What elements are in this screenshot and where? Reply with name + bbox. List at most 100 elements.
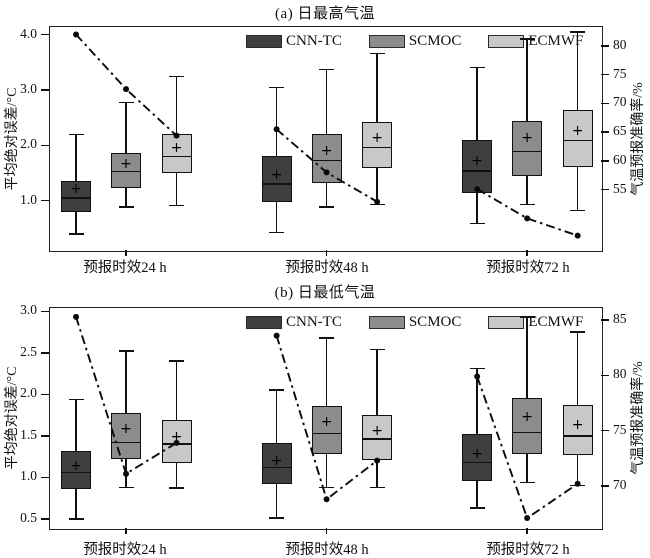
y-axis-left-tick-label: 1.5 <box>20 426 37 442</box>
mean-marker-scmoc: + <box>320 142 333 159</box>
panel-b-title: (b) 日最低气温 <box>274 285 376 301</box>
median-line-scmoc <box>111 170 142 173</box>
whisker-cap-bottom-cnn-tc <box>68 233 84 235</box>
whisker-cap-bottom-scmoc <box>519 203 535 206</box>
y-axis-left-label: 平均绝对误差/°C <box>5 366 20 470</box>
mean-marker-ecmwf: + <box>170 140 183 157</box>
y-axis-left-tick-label: 2.0 <box>20 385 37 401</box>
y-axis-right-tick <box>601 131 609 133</box>
whisker-cap-bottom-scmoc <box>319 486 335 488</box>
legend-label-scmoc: SCMOC <box>408 314 462 330</box>
whisker-cap-top-scmoc <box>118 102 134 104</box>
mean-marker-cnn-tc: + <box>471 445 484 462</box>
y-axis-right-tick <box>601 485 609 487</box>
legend-swatch-cnn-tc <box>246 35 282 48</box>
legend-label-scmoc: SCMOC <box>408 33 462 49</box>
y-axis-right-tick-label: 75 <box>613 421 627 437</box>
whisker-cap-top-ecmwf <box>570 331 586 333</box>
y-axis-left-tick-label: 2.5 <box>20 343 37 359</box>
x-axis-tick <box>125 528 127 534</box>
y-axis-left-tick <box>41 435 49 437</box>
y-axis-left-tick-label: 0.5 <box>20 509 37 525</box>
mean-marker-ecmwf: + <box>371 422 383 439</box>
y-axis-right-tick-label: 75 <box>613 65 627 81</box>
mean-marker-ecmwf: + <box>371 130 383 147</box>
y-axis-right-tick-label: 60 <box>613 151 627 167</box>
y-axis-left-tick-label: 1.0 <box>20 468 37 484</box>
y-axis-right-tick <box>601 319 609 321</box>
y-axis-left-tick-label: 3.0 <box>20 302 37 318</box>
accuracy-point <box>73 313 80 320</box>
whisker-cap-bottom-ecmwf <box>570 210 586 212</box>
accuracy-point <box>273 332 280 339</box>
y-axis-right-tick <box>601 45 609 47</box>
legend-swatch-cnn-tc <box>246 316 282 329</box>
y-axis-right-tick-label: 70 <box>613 94 627 110</box>
y-axis-left-tick <box>41 352 49 354</box>
accuracy-point <box>323 496 330 503</box>
whisker-cap-top-scmoc <box>319 337 335 339</box>
whisker-cap-bottom-cnn-tc <box>269 231 285 233</box>
y-axis-left-tick-label: 2.0 <box>20 136 37 152</box>
legend-label-ecmwf: ECMWF <box>528 33 584 49</box>
median-line-scmoc <box>311 159 342 162</box>
legend-entry-cnn-tc: CNN-TC <box>246 314 342 331</box>
mean-marker-scmoc: + <box>120 156 132 173</box>
box-ecmwf <box>161 134 192 174</box>
y-axis-right-tick <box>601 74 609 76</box>
whisker-cap-bottom-ecmwf <box>570 484 586 487</box>
whisker-cap-bottom-cnn-tc <box>269 517 285 519</box>
x-tick-label-72h: 预报时效72 h <box>486 260 570 276</box>
median-line-cnn-tc <box>261 183 292 185</box>
whisker-cap-bottom-cnn-tc <box>469 222 485 225</box>
y-axis-right-tick-label: 80 <box>613 366 627 382</box>
x-axis-tick <box>526 528 528 534</box>
legend-entry-cnn-tc: CNN-TC <box>246 33 342 50</box>
mean-marker-cnn-tc: + <box>471 153 484 170</box>
whisker-cap-top-scmoc <box>319 68 335 71</box>
accuracy-point <box>524 215 531 222</box>
median-line-cnn-tc <box>462 170 493 172</box>
panel-daily-min-temp: (b) 日最低气温 平均绝对误差/°C 气温预报准确率/% CNN-TC SCM… <box>0 279 650 558</box>
whisker-cap-bottom-ecmwf <box>169 205 185 207</box>
x-axis-tick <box>325 250 328 256</box>
box-cnn-tc <box>61 180 92 213</box>
whisker-cap-bottom-scmoc <box>118 486 134 488</box>
y-axis-right-tick <box>601 160 609 162</box>
whisker-cap-bottom-ecmwf <box>369 486 385 488</box>
y-axis-right-tick-label: 80 <box>613 36 627 52</box>
y-axis-left-tick <box>41 476 49 479</box>
legend-label-cnn-tc: CNN-TC <box>286 33 342 49</box>
mean-marker-cnn-tc: + <box>70 180 82 197</box>
whisker-cap-bottom-cnn-tc <box>68 518 84 520</box>
box-scmoc <box>111 153 142 189</box>
mean-marker-scmoc: + <box>521 130 534 147</box>
y-axis-right-tick <box>601 430 609 432</box>
legend-swatch-ecmwf <box>488 35 525 48</box>
legend-swatch-scmoc <box>368 35 405 48</box>
whisker-cap-bottom-ecmwf <box>369 203 385 206</box>
y-axis-left-tick <box>41 310 49 312</box>
legend-swatch-ecmwf <box>488 316 525 329</box>
y-axis-right-tick <box>601 374 609 377</box>
legend-entry-scmoc: SCMOC <box>368 33 462 50</box>
whisker-cap-top-cnn-tc <box>269 389 285 391</box>
whisker-cap-top-ecmwf <box>169 76 185 78</box>
legend-label-ecmwf: ECMWF <box>528 314 584 330</box>
mean-marker-scmoc: + <box>320 413 333 430</box>
whisker-cap-bottom-scmoc <box>118 206 134 208</box>
mean-marker-ecmwf: + <box>571 122 584 139</box>
whisker-cap-top-cnn-tc <box>469 66 485 69</box>
median-line-ecmwf <box>362 146 393 149</box>
whisker-cap-bottom-scmoc <box>319 206 335 208</box>
x-tick-label-72h: 预报时效72 h <box>486 542 570 558</box>
whisker-cap-bottom-scmoc <box>519 481 535 484</box>
box-scmoc <box>512 120 543 176</box>
y-axis-left-tick <box>41 89 49 91</box>
y-axis-left-tick-label: 4.0 <box>20 25 37 41</box>
mean-marker-scmoc: + <box>120 421 132 438</box>
legend-entry-scmoc: SCMOC <box>368 314 462 331</box>
median-line-ecmwf <box>161 155 192 158</box>
whisker-cap-top-cnn-tc <box>269 86 285 88</box>
x-axis-tick <box>325 528 328 534</box>
